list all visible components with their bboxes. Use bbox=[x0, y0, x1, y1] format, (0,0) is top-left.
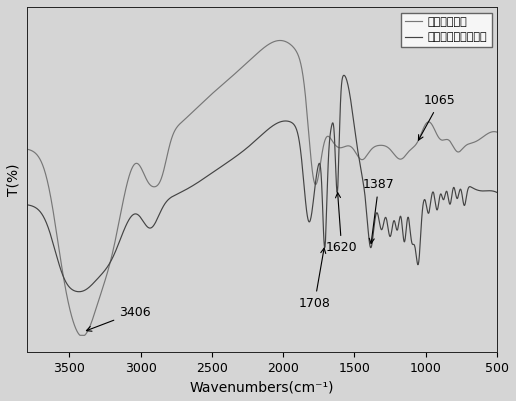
罧基化水热生物质炭 bbox=[23, 203, 29, 207]
罧基化水热生物质炭 bbox=[76, 289, 82, 294]
Text: 1387: 1387 bbox=[363, 178, 395, 243]
水热生物质炭 bbox=[293, 48, 299, 53]
罧基化水热生物质炭 bbox=[341, 73, 347, 78]
水热生物质炭 bbox=[61, 279, 67, 284]
Legend: 水热生物质炭, 罧基化水热生物质炭: 水热生物质炭, 罧基化水热生物质炭 bbox=[401, 12, 492, 47]
水热生物质炭 bbox=[494, 130, 500, 134]
Text: 3406: 3406 bbox=[87, 306, 151, 331]
水热生物质炭 bbox=[152, 184, 158, 189]
水热生物质炭 bbox=[270, 40, 277, 45]
水热生物质炭 bbox=[38, 158, 44, 163]
罧基化水热生物质炭 bbox=[38, 210, 44, 215]
罧基化水热生物质炭 bbox=[270, 123, 277, 128]
Text: 1620: 1620 bbox=[326, 193, 358, 254]
X-axis label: Wavenumbers(cm⁻¹): Wavenumbers(cm⁻¹) bbox=[189, 380, 334, 394]
水热生物质炭 bbox=[23, 147, 29, 152]
Line: 水热生物质炭: 水热生物质炭 bbox=[26, 41, 497, 335]
罧基化水热生物质炭 bbox=[494, 190, 500, 195]
水热生物质炭 bbox=[296, 56, 302, 61]
水热生物质炭 bbox=[82, 333, 88, 338]
罧基化水热生物质炭 bbox=[293, 125, 299, 130]
罧基化水热生物质炭 bbox=[296, 139, 302, 144]
Y-axis label: T(%): T(%) bbox=[7, 163, 21, 196]
Text: 1065: 1065 bbox=[418, 94, 456, 140]
Text: 1708: 1708 bbox=[299, 248, 330, 310]
罧基化水热生物质炭 bbox=[61, 276, 67, 281]
罧基化水热生物质炭 bbox=[152, 221, 158, 226]
水热生物质炭 bbox=[277, 38, 283, 43]
Line: 罧基化水热生物质炭: 罧基化水热生物质炭 bbox=[26, 75, 497, 292]
